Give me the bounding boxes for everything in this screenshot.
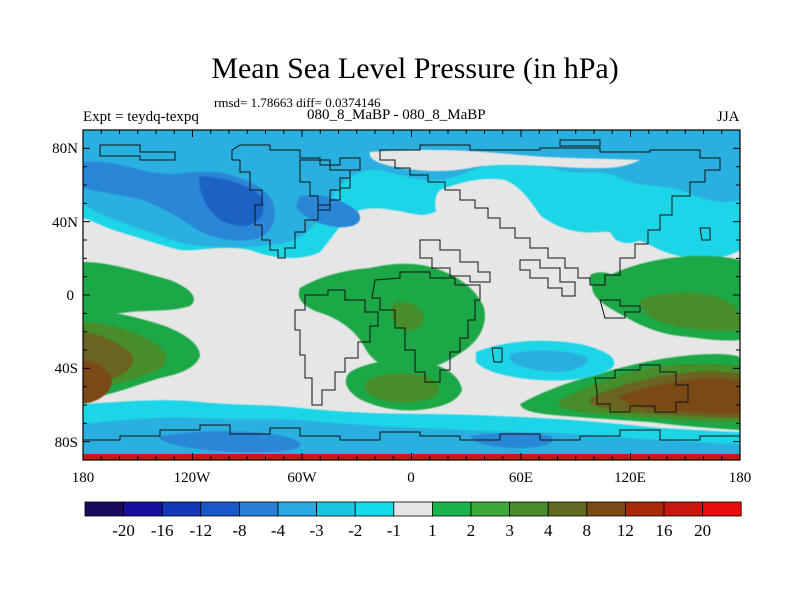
x-tick-label: 120E: [614, 470, 646, 486]
coastline-north-america: [231, 144, 361, 259]
contour-green-arabia: [590, 272, 618, 288]
coastline-europe-south: [419, 239, 491, 283]
contour-neutral-arctic-strip: [369, 149, 640, 172]
colorbar-swatch: [393, 501, 433, 517]
coastline-madagascar: [491, 347, 503, 363]
coastline-africa: [371, 271, 481, 383]
coastline-australia: [594, 364, 689, 413]
colorbar-label: 1: [428, 521, 437, 540]
x-tick-label: 120W: [174, 470, 212, 486]
coastline-arabia-india: [519, 259, 576, 297]
runs-label: 080_8_MaBP - 080_8_MaBP: [307, 107, 486, 123]
contour-blue-atlantic: [296, 194, 361, 228]
x-tick-label: 60E: [509, 470, 533, 486]
coastline-arctic-islands: [99, 139, 601, 161]
contour-olive-green-pacific: [640, 292, 740, 331]
coastline-maritime-continent: [599, 299, 641, 319]
colorbar-swatch: [625, 501, 665, 517]
colorbar-swatch: [84, 501, 124, 517]
colorbar-label: -12: [189, 521, 212, 540]
x-tick-label: 60W: [287, 470, 317, 486]
colorbar-label: -8: [232, 521, 246, 540]
coastline-japan: [699, 227, 711, 241]
colorbar-swatch: [663, 501, 703, 517]
x-axis-labels: 180 120W 60W 0 60E 120E 180: [72, 470, 752, 486]
contour-field: [83, 130, 740, 460]
contour-olive-green-south-atlantic: [364, 373, 440, 403]
contour-light-blue-siberia: [605, 189, 652, 244]
colorbar-swatch: [200, 501, 240, 517]
colorbar-swatch: [354, 501, 395, 517]
colorbar-swatch: [123, 501, 163, 517]
colorbar-label: -4: [271, 521, 286, 540]
colorbar: [84, 501, 742, 517]
colorbar-labels: -20 -16 -12 -8 -4 -3 -2 -1 1 2 3 4 8 12 16 20: [112, 521, 711, 540]
colorbar-swatch: [702, 501, 742, 517]
colorbar-label: -20: [112, 521, 135, 540]
contour-olive-green-africa: [391, 301, 425, 331]
chart-title: Mean Sea Level Pressure (in hPa): [211, 52, 619, 85]
contour-blue-nw-corner: [83, 167, 112, 190]
contour-brown-south-pacific: [620, 378, 740, 414]
colorbar-swatch: [316, 501, 356, 517]
colorbar-label: -2: [348, 521, 362, 540]
y-tick-label: 80N: [52, 141, 78, 157]
colorbar-swatch: [586, 501, 626, 517]
y-tick-label: 0: [67, 288, 75, 304]
colorbar-swatch: [547, 501, 588, 517]
coastline-eurasia: [379, 144, 721, 286]
y-axis-labels: 80N 40N 0 40S 80S: [52, 141, 78, 451]
contour-brown-south-west: [83, 360, 112, 404]
colorbar-swatch: [161, 501, 202, 517]
colorbar-swatch: [509, 501, 549, 517]
colorbar-label: 16: [656, 521, 673, 540]
colorbar-label: 8: [583, 521, 592, 540]
contour-mid-blue-south-atlantic: [510, 350, 588, 372]
colorbar-swatch: [431, 501, 472, 517]
colorbar-label: -1: [387, 521, 401, 540]
experiment-label: Expt = teydq-texpq: [83, 109, 199, 125]
axis-ticks: [82, 129, 741, 461]
x-tick-label: 0: [407, 470, 415, 486]
coastlines: [83, 139, 740, 441]
stats-line: rmsd= 1.78663 diff= 0.0374146: [214, 95, 381, 110]
contour-green-west: [83, 262, 194, 320]
y-tick-label: 40N: [52, 215, 78, 231]
y-tick-label: 40S: [55, 361, 78, 377]
colorbar-swatch: [238, 501, 279, 517]
contour-blue-antarctic: [159, 431, 301, 453]
colorbar-swatch: [277, 501, 317, 517]
colorbar-label: 3: [505, 521, 514, 540]
colorbar-label: 20: [694, 521, 711, 540]
colorbar-swatch: [470, 501, 510, 517]
x-tick-label: 180: [72, 470, 95, 486]
contour-dark-blue-west: [199, 176, 264, 226]
colorbar-label: 12: [617, 521, 634, 540]
contour-blue-antarctic-east: [470, 433, 554, 448]
colorbar-label: 2: [467, 521, 476, 540]
colorbar-label: 4: [544, 521, 553, 540]
x-tick-label: 180: [729, 470, 752, 486]
colorbar-label: -16: [151, 521, 174, 540]
coastline-antarctica: [83, 424, 740, 441]
coastline-south-america: [294, 289, 379, 406]
season-label: JJA: [717, 109, 740, 125]
coastline-greenland: [299, 159, 351, 211]
y-tick-label: 80S: [55, 435, 78, 451]
colorbar-label: -3: [310, 521, 324, 540]
